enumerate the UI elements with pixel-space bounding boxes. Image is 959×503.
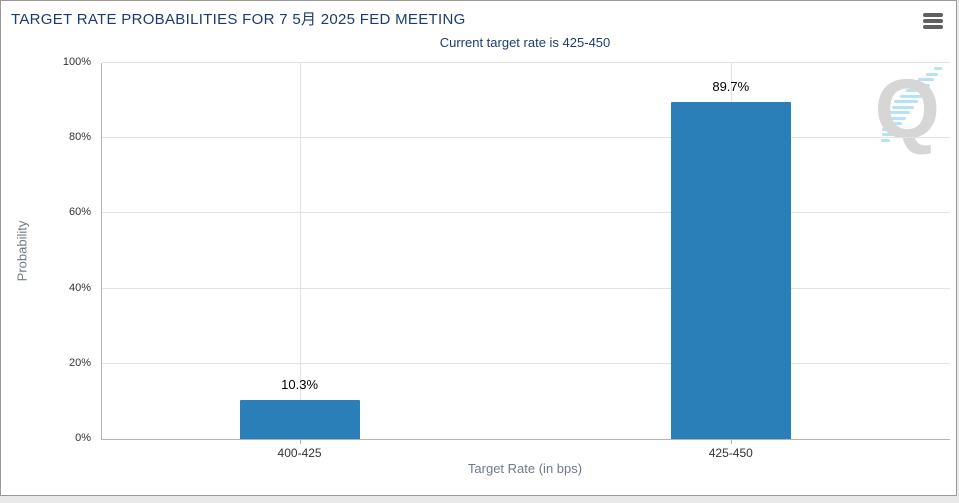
watermark-dash: [912, 83, 930, 87]
y-tick-label: 100%: [62, 56, 91, 68]
watermark-dash: [882, 122, 902, 125]
h-gridline: [102, 362, 950, 364]
watermark-dash: [882, 116, 906, 120]
watermark-dash: [934, 67, 942, 70]
watermark-dash: [882, 127, 898, 131]
bar[interactable]: [239, 400, 360, 439]
bar-value-label: 10.3%: [281, 377, 319, 393]
y-axis-tick-labels: 0% 20% 40% 60% 80% 100%: [1, 56, 91, 444]
quikstrike-q-logo-icon: Q: [874, 62, 940, 156]
y-tick-label: 40%: [68, 281, 91, 294]
watermark-dash: [906, 89, 926, 92]
watermark-dash: [926, 72, 938, 76]
y-tick-label: 0%: [75, 432, 91, 444]
h-gridline: [102, 287, 950, 289]
v-gridline: [299, 63, 301, 439]
quikstrike-watermark: Q: [831, 65, 946, 165]
x-tick-mark: [730, 439, 732, 444]
watermark-dash: [882, 133, 894, 136]
watermark-dash: [892, 105, 914, 109]
h-gridline: [102, 212, 950, 214]
watermark-dash: [900, 94, 922, 98]
chart-title: TARGET RATE PROBABILITIES FOR 7 5月 2025 …: [11, 11, 466, 28]
watermark-dash: [894, 100, 918, 103]
watermark-dash: [918, 78, 934, 81]
x-axis-title: Target Rate (in bps): [467, 461, 583, 476]
chart-subtitle: Current target rate is 425-450: [439, 35, 611, 50]
h-gridline: [102, 137, 950, 139]
watermark-dash: [884, 111, 910, 114]
plot-area: Q 10.3% 400-425 89.7% 425-450: [101, 62, 950, 460]
x-tick-label: 425-450: [708, 446, 753, 460]
watermark-dash: [881, 138, 890, 142]
bar-value-label: 89.7%: [712, 78, 750, 94]
x-tick-mark: [299, 439, 301, 444]
y-tick-label: 80%: [68, 131, 91, 144]
y-tick-label: 20%: [68, 356, 91, 369]
y-tick-label: 60%: [68, 206, 91, 219]
chart-context-menu-button[interactable]: [920, 10, 946, 34]
h-gridline: [102, 62, 950, 63]
bar[interactable]: [670, 101, 791, 439]
x-tick-label: 400-425: [277, 446, 322, 460]
